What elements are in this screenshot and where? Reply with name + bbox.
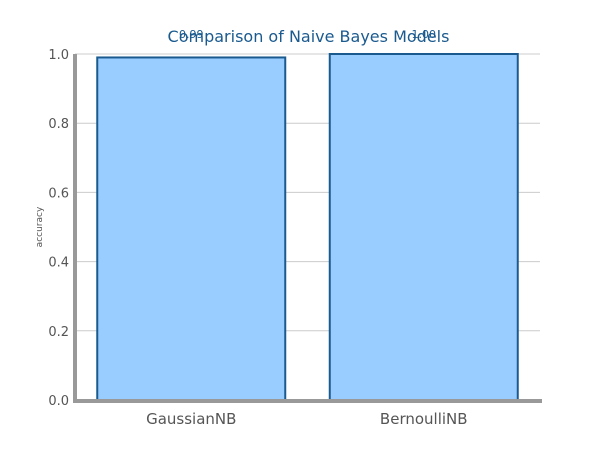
axes-group	[73, 54, 542, 403]
y-tick-label: 0.2	[48, 325, 69, 340]
value-label: 0.99	[179, 28, 204, 41]
value-labels: 0.99 1.00	[179, 28, 436, 41]
x-tick-labels: GaussianNB BernoulliNB	[146, 410, 467, 428]
value-label: 1.00	[412, 28, 437, 41]
y-tick-label: 0.8	[48, 117, 69, 132]
bars-group	[96, 53, 519, 402]
y-tick-label: 0.0	[48, 394, 69, 409]
y-axis-label: accuracy	[35, 206, 45, 247]
chart-title: Comparison of Naive Bayes Models	[168, 27, 450, 46]
bar-gaussiannb	[96, 56, 287, 402]
x-tick-label: BernoulliNB	[380, 410, 468, 428]
y-tick-label: 1.0	[48, 48, 69, 63]
y-tick-labels: 0.0 0.2 0.4 0.6 0.8 1.0	[48, 48, 69, 409]
x-tick-label: GaussianNB	[146, 410, 236, 428]
y-tick-label: 0.4	[48, 256, 69, 271]
bar-bernoullinb	[328, 53, 519, 401]
y-tick-label: 0.6	[48, 186, 69, 201]
